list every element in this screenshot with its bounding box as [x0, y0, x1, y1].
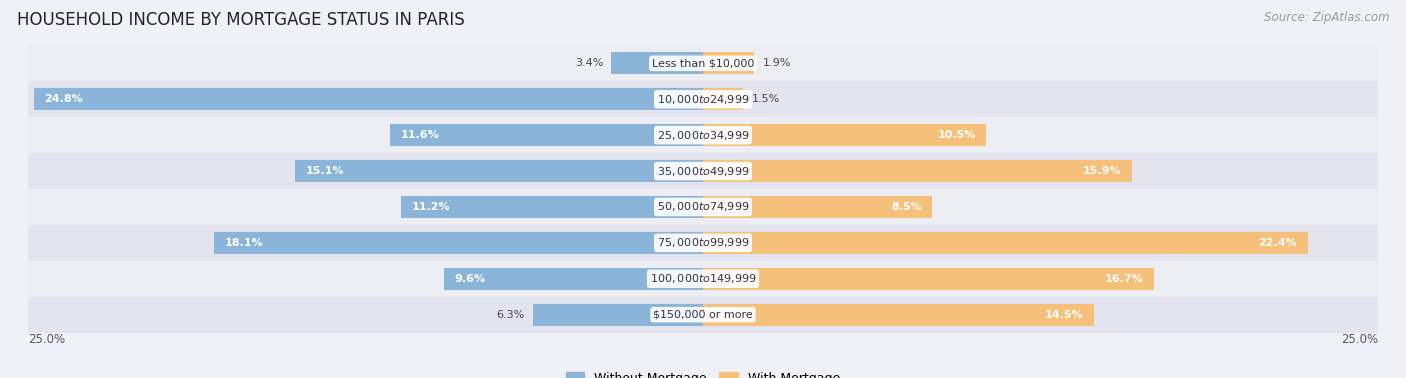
Bar — [295, 160, 703, 182]
Bar — [34, 88, 703, 110]
Bar — [703, 304, 1094, 326]
Text: $75,000 to $99,999: $75,000 to $99,999 — [657, 236, 749, 249]
Bar — [401, 196, 703, 218]
Text: 1.9%: 1.9% — [762, 58, 790, 68]
Text: $25,000 to $34,999: $25,000 to $34,999 — [657, 129, 749, 142]
Bar — [703, 52, 754, 74]
Text: 3.4%: 3.4% — [575, 58, 603, 68]
Bar — [444, 268, 703, 290]
Text: $35,000 to $49,999: $35,000 to $49,999 — [657, 164, 749, 178]
Bar — [703, 232, 1308, 254]
Text: 16.7%: 16.7% — [1104, 274, 1143, 284]
Bar — [214, 232, 703, 254]
Text: 11.2%: 11.2% — [412, 202, 450, 212]
Bar — [533, 304, 703, 326]
Bar — [28, 45, 1378, 81]
Text: 15.9%: 15.9% — [1083, 166, 1122, 176]
Text: 14.5%: 14.5% — [1045, 310, 1084, 320]
Text: Less than $10,000: Less than $10,000 — [652, 58, 754, 68]
Text: 1.5%: 1.5% — [752, 94, 780, 104]
Bar — [612, 52, 703, 74]
Text: $100,000 to $149,999: $100,000 to $149,999 — [650, 272, 756, 285]
Text: 10.5%: 10.5% — [938, 130, 976, 140]
Bar — [28, 117, 1378, 153]
Bar — [703, 124, 987, 146]
Text: 11.6%: 11.6% — [401, 130, 440, 140]
Text: 22.4%: 22.4% — [1258, 238, 1296, 248]
Text: $50,000 to $74,999: $50,000 to $74,999 — [657, 200, 749, 214]
Text: 15.1%: 15.1% — [307, 166, 344, 176]
Bar — [28, 261, 1378, 297]
Text: 9.6%: 9.6% — [454, 274, 485, 284]
Text: 25.0%: 25.0% — [28, 333, 65, 345]
Text: 18.1%: 18.1% — [225, 238, 264, 248]
Text: 25.0%: 25.0% — [1341, 333, 1378, 345]
Bar — [28, 225, 1378, 261]
Text: $150,000 or more: $150,000 or more — [654, 310, 752, 320]
Bar — [28, 297, 1378, 333]
Text: $10,000 to $24,999: $10,000 to $24,999 — [657, 93, 749, 106]
Text: HOUSEHOLD INCOME BY MORTGAGE STATUS IN PARIS: HOUSEHOLD INCOME BY MORTGAGE STATUS IN P… — [17, 11, 464, 29]
Text: 6.3%: 6.3% — [496, 310, 524, 320]
Bar — [703, 268, 1154, 290]
Legend: Without Mortgage, With Mortgage: Without Mortgage, With Mortgage — [561, 367, 845, 378]
Text: 24.8%: 24.8% — [45, 94, 83, 104]
Bar — [703, 160, 1132, 182]
Text: 8.5%: 8.5% — [891, 202, 922, 212]
Bar — [28, 189, 1378, 225]
Bar — [28, 81, 1378, 117]
Bar — [703, 88, 744, 110]
Bar — [389, 124, 703, 146]
Text: Source: ZipAtlas.com: Source: ZipAtlas.com — [1264, 11, 1389, 24]
Bar — [28, 153, 1378, 189]
Bar — [703, 196, 932, 218]
